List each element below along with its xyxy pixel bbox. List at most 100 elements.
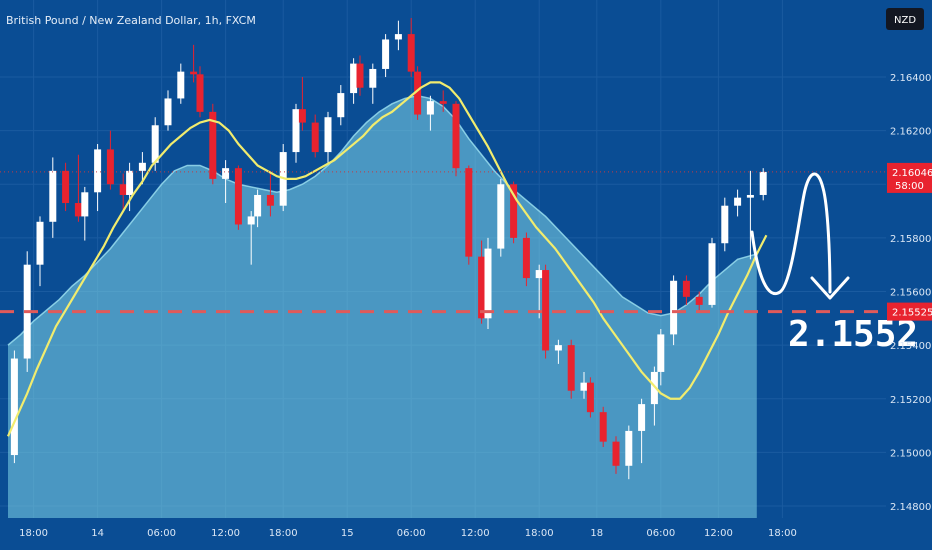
band-edge	[7, 95, 758, 346]
candle	[721, 197, 729, 252]
time-tick-label: 12:00	[461, 528, 490, 539]
time-axis-background	[0, 518, 932, 550]
candle	[522, 232, 530, 287]
candle-body	[311, 122, 319, 153]
candle	[625, 425, 633, 480]
candle-body	[625, 430, 633, 466]
chart-title: British Pound / New Zealand Dollar, 1h, …	[6, 14, 256, 27]
candle-body	[586, 382, 594, 413]
candle	[535, 264, 543, 319]
price-tick-label: 2.15800	[890, 234, 931, 245]
candle	[94, 144, 102, 212]
price-axis[interactable]: 2.164002.162002.160002.158002.156002.154…	[887, 73, 932, 513]
volume-profile-band	[7, 95, 758, 519]
target-level-tag: 2.15525	[887, 302, 932, 321]
candle	[36, 216, 44, 287]
candle-body	[292, 109, 300, 153]
price-tick-label: 2.16200	[890, 127, 931, 138]
time-tick-label: 06:00	[147, 528, 176, 539]
candle-body	[599, 412, 607, 442]
candle-body	[298, 109, 306, 123]
candle-body	[465, 168, 473, 257]
price-levels	[0, 171, 886, 314]
currency-badge[interactable]: NZD	[886, 8, 924, 30]
candle-body	[234, 168, 242, 225]
candle	[356, 55, 364, 96]
time-tick-label: 15	[341, 528, 354, 539]
last-price-value: 2.16046	[892, 168, 932, 179]
candle-body	[164, 98, 172, 126]
candle-body	[567, 345, 575, 391]
candle-body	[126, 170, 134, 195]
candle	[394, 20, 402, 51]
price-tick-label: 2.15400	[890, 341, 931, 352]
candle	[439, 90, 447, 112]
candle	[452, 101, 460, 177]
candle-body	[62, 170, 70, 204]
candle	[554, 339, 562, 364]
candle-body	[151, 125, 159, 163]
candle-body	[580, 382, 588, 391]
candle	[708, 237, 716, 308]
candle-body	[657, 334, 665, 372]
price-tick-label: 2.14800	[890, 502, 931, 513]
candle-body	[759, 171, 767, 195]
candle	[222, 160, 230, 204]
candle	[407, 18, 415, 77]
candle-body	[254, 194, 262, 217]
projection-arrow	[750, 172, 850, 300]
candle-body	[721, 205, 729, 244]
candle	[369, 63, 377, 104]
currency-badge-text: NZD	[894, 15, 916, 26]
target-level-tag-box	[887, 302, 932, 321]
moving-average-series	[6, 81, 768, 437]
candle	[497, 178, 505, 257]
candle-body	[266, 194, 274, 206]
candle-body	[247, 216, 255, 225]
candle-body	[81, 192, 89, 217]
candle-body	[119, 184, 127, 195]
candle	[759, 168, 767, 201]
candle	[106, 130, 114, 190]
candle-body	[196, 74, 204, 112]
candle-body	[369, 68, 377, 88]
candle	[567, 339, 575, 399]
price-tick-label: 2.16400	[890, 73, 931, 84]
candle-body	[49, 170, 57, 222]
candlestick-series	[10, 18, 767, 480]
candle-body	[682, 280, 690, 297]
candle	[638, 398, 646, 464]
time-tick-label: 06:00	[646, 528, 675, 539]
candle	[414, 66, 422, 120]
candle	[126, 162, 134, 212]
arrow-head-icon	[810, 276, 850, 300]
candle	[266, 170, 274, 217]
candle-body	[695, 296, 703, 305]
candle-body	[106, 149, 114, 185]
time-axis[interactable]: 18:00 14 06:00 12:00 18:00 15 06:00 12:00 18:00 1…	[0, 518, 932, 550]
candle	[350, 58, 358, 104]
candle-body	[138, 162, 146, 171]
candle	[510, 181, 518, 244]
candle	[209, 103, 217, 185]
candle	[292, 103, 300, 163]
candle	[81, 186, 89, 241]
candle	[599, 406, 607, 448]
candle	[324, 111, 332, 163]
price-tick-label: 2.15600	[890, 288, 931, 299]
candle-body	[74, 203, 82, 217]
candle	[746, 170, 754, 260]
time-tick-label: 18:00	[269, 528, 298, 539]
candle-body	[650, 371, 658, 405]
candle	[74, 154, 82, 222]
candle-body	[708, 243, 716, 305]
candle	[138, 152, 146, 185]
candle	[695, 291, 703, 313]
candle	[298, 77, 306, 131]
candle	[382, 34, 390, 77]
time-tick-label: 18:00	[525, 528, 554, 539]
candle-body	[535, 270, 543, 279]
candle	[426, 95, 434, 131]
time-tick-label: 18	[590, 528, 603, 539]
